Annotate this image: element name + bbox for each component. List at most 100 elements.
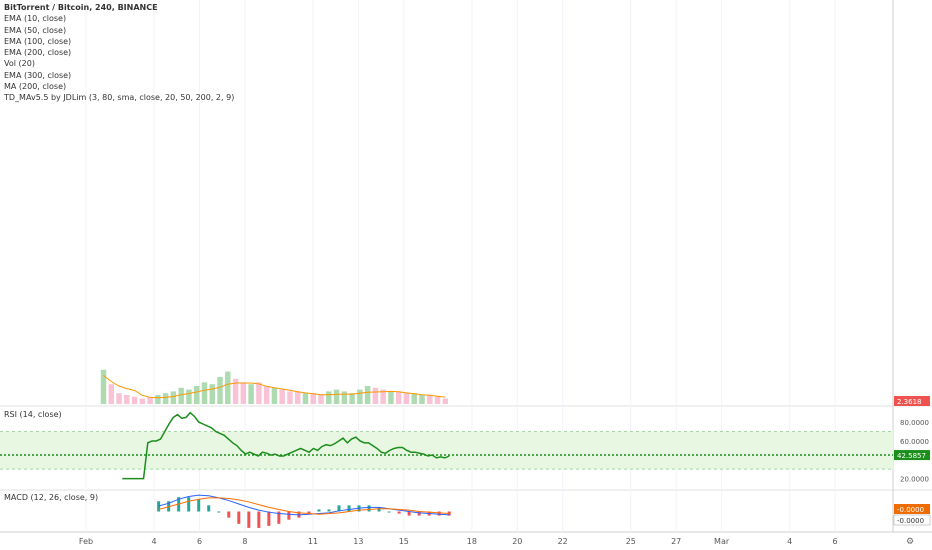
macd-histogram-bar: [337, 505, 341, 512]
rsi-tick-label: 60.0000: [900, 438, 929, 446]
macd-histogram-bar: [397, 511, 401, 514]
time-axis-label: Feb: [79, 537, 93, 546]
volume-ma-line: [103, 375, 446, 399]
volume-bar: [186, 389, 192, 404]
macd-histogram-bar: [227, 511, 231, 518]
volume-bar: [434, 396, 441, 404]
volume-bar: [419, 395, 425, 404]
volume-bar: [139, 398, 146, 404]
macd-histogram-bar: [347, 505, 351, 512]
indicator-ema50[interactable]: EMA (50, close): [4, 25, 67, 35]
indicator-ma200[interactable]: MA (200, close): [4, 82, 67, 92]
indicator-td-ma[interactable]: TD_MAv5.5 by JDLim (3, 80, sma, close, 2…: [4, 93, 235, 103]
macd-value-tag: [893, 514, 931, 526]
volume-bar: [388, 391, 394, 404]
volume-bar: [178, 387, 184, 404]
indicator-ema100[interactable]: EMA (100, close): [4, 36, 72, 46]
macd-histogram-bar: [187, 497, 191, 512]
time-axis-label: 8: [242, 537, 247, 546]
volume-bar: [256, 382, 262, 404]
macd-histogram-bar: [217, 511, 221, 513]
indicator-legend: BitTorrent / Bitcoin, 240, BINANCE EMA (…: [4, 2, 234, 104]
rsi-tick-label: 20.0000: [900, 476, 929, 484]
volume-bar: [271, 387, 278, 404]
volume-bar: [248, 384, 254, 404]
volume-bar: [108, 384, 114, 404]
time-axis-label: Mar: [714, 537, 730, 546]
macd-histogram-bar: [407, 511, 411, 516]
volume-bar: [302, 393, 309, 404]
rsi-pane-title[interactable]: RSI (14, close): [4, 410, 62, 419]
time-axis-label: 27: [671, 537, 681, 546]
volume-bar: [209, 384, 215, 404]
volume-bar: [170, 391, 177, 404]
volume-bar: [372, 387, 379, 404]
volume-bar: [380, 389, 386, 404]
macd-histogram-bar: [307, 511, 311, 514]
volume-bar: [333, 389, 340, 404]
rsi-line: [122, 411, 450, 480]
indicator-ema200[interactable]: EMA (200, close): [4, 48, 72, 58]
time-axis-label: 11: [308, 537, 318, 546]
volume-bar: [395, 391, 402, 404]
macd-value-label: -0.0000: [897, 517, 924, 525]
volume-bar: [349, 393, 355, 404]
macd-histogram-bar: [437, 511, 441, 516]
macd-histogram-bar: [257, 511, 261, 528]
macd-value-tag: [894, 504, 930, 514]
time-axis-label: 4: [152, 537, 157, 546]
macd-signal-line: [158, 497, 450, 515]
chart-title: BitTorrent / Bitcoin, 240, BINANCE: [4, 3, 158, 12]
macd-line: [158, 494, 450, 516]
volume-bar: [364, 386, 371, 404]
volume-bar: [155, 395, 161, 404]
volume-bar: [225, 371, 231, 404]
macd-histogram-bar: [267, 511, 271, 526]
macd-histogram-bar: [247, 511, 251, 528]
time-axis-label: 18: [467, 537, 477, 546]
volume-bar: [279, 389, 285, 404]
volume-bar: [318, 395, 324, 404]
macd-histogram-bar: [367, 505, 371, 512]
volume-bar: [427, 395, 433, 404]
macd-histogram-bar: [327, 509, 331, 512]
volume-tag-label: 2.3618: [897, 398, 922, 406]
indicator-vol20[interactable]: Vol (20): [4, 59, 35, 69]
volume-bar: [162, 393, 169, 404]
macd-histogram-bar: [287, 511, 291, 520]
macd-histogram-bar: [237, 511, 241, 524]
rsi-value-tag: [894, 450, 930, 461]
macd-histogram-bar: [207, 505, 211, 512]
volume-bar: [201, 382, 208, 404]
volume-bar: [116, 393, 122, 404]
macd-histogram-bar: [277, 511, 281, 524]
macd-pane-title[interactable]: MACD (12, 26, close, 9): [4, 493, 99, 502]
macd-histogram-bar: [197, 499, 201, 512]
macd-histogram-bar: [377, 507, 381, 512]
volume-bar: [124, 395, 130, 404]
volume-bar: [263, 386, 270, 404]
volume-bar: [147, 396, 153, 404]
volume-bar: [217, 377, 223, 404]
time-axis-label: 20: [512, 537, 522, 546]
volume-bar: [131, 396, 138, 404]
volume-bar: [194, 386, 200, 404]
macd-histogram-bar: [387, 511, 391, 513]
rsi-tick-label: 80.0000: [900, 419, 929, 427]
volume-bar: [326, 391, 332, 404]
volume-bar: [403, 393, 410, 404]
time-axis-label: 22: [558, 537, 568, 546]
time-axis-label: 4: [787, 537, 792, 546]
volume-bar: [294, 391, 301, 404]
time-axis-label: 15: [399, 537, 409, 546]
volume-bar: [240, 382, 247, 404]
indicator-ema10[interactable]: EMA (10, close): [4, 14, 67, 24]
volume-bar: [411, 393, 417, 404]
time-axis-label: 6: [197, 537, 202, 546]
volume-bar: [442, 398, 449, 404]
time-axis-label: 25: [626, 537, 636, 546]
macd-value-label: -0.0000: [897, 506, 924, 514]
indicator-ema300[interactable]: EMA (300, close): [4, 70, 72, 80]
time-axis-label: 13: [353, 537, 363, 546]
